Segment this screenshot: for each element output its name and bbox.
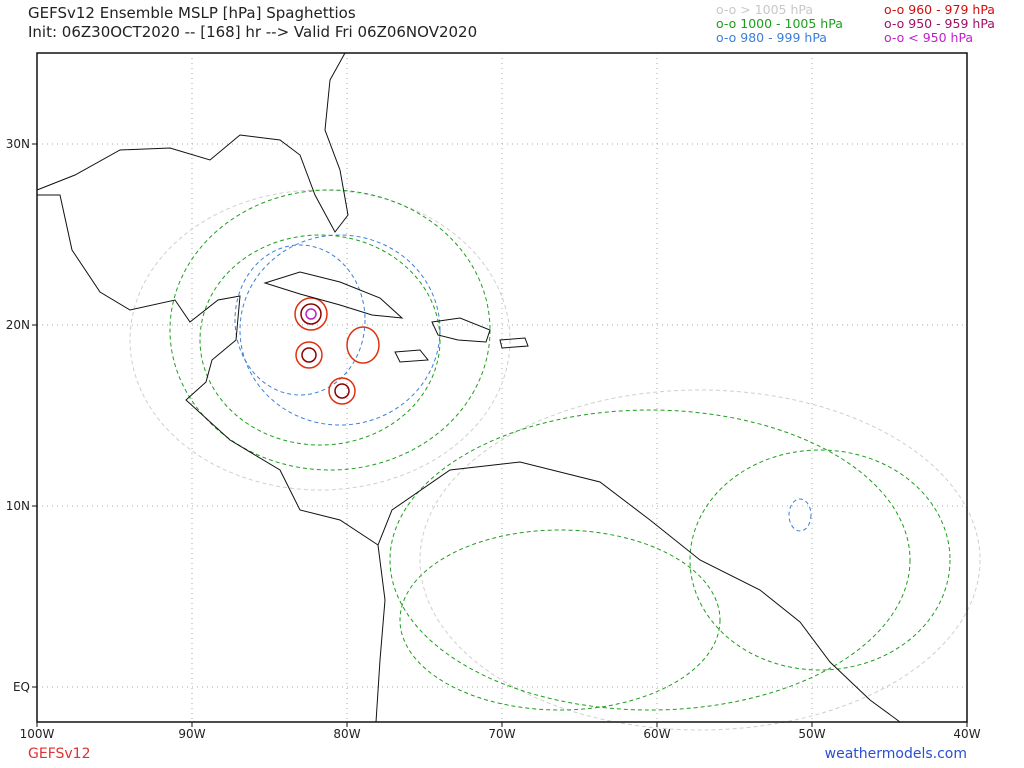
- y-tick-label: 30N: [6, 137, 30, 151]
- x-tick-label: 80W: [333, 727, 360, 741]
- contour: [169, 189, 491, 471]
- legend-entry: o-o > 1005 hPa: [716, 2, 813, 17]
- footer-site: weathermodels.com: [825, 746, 967, 762]
- island: [394, 349, 429, 363]
- contour: [419, 389, 981, 731]
- contour: [788, 498, 812, 532]
- x-tick-label: 50W: [798, 727, 825, 741]
- init-line: Init: 06Z30OCT2020 -- [168] hr --> Valid…: [28, 23, 477, 41]
- coast: [377, 461, 901, 723]
- island: [431, 317, 491, 343]
- x-tick-label: 60W: [643, 727, 670, 741]
- island: [499, 337, 529, 349]
- low-ring: [295, 341, 323, 369]
- contour: [239, 234, 441, 426]
- island: [263, 271, 404, 319]
- title: GEFSv12 Ensemble MSLP [hPa] Spaghettios: [28, 4, 356, 22]
- contour: [199, 234, 441, 446]
- contour: [129, 189, 511, 491]
- contour: [399, 529, 721, 711]
- contours: [129, 189, 981, 731]
- legend-entry: o-o 950 - 959 hPa: [884, 16, 995, 31]
- coastlines: [36, 52, 901, 723]
- contour: [389, 409, 911, 711]
- x-tick-label: 100W: [20, 727, 55, 741]
- low-ring: [334, 383, 350, 399]
- low-ring: [305, 308, 317, 320]
- y-tick-label: 20N: [6, 318, 30, 332]
- low-ring: [301, 347, 317, 363]
- low-ring: [300, 303, 322, 325]
- legend-entry: o-o 1000 - 1005 hPa: [716, 16, 843, 31]
- legend-entry: o-o 960 - 979 hPa: [884, 2, 995, 17]
- legend-entry: o-o 980 - 999 hPa: [716, 30, 827, 45]
- legend-entry: o-o < 950 hPa: [884, 30, 973, 45]
- y-tick-label: EQ: [13, 680, 30, 694]
- low-ring: [294, 297, 328, 331]
- contour: [234, 244, 366, 396]
- low-ring: [328, 377, 356, 405]
- footer-model: GEFSv12: [28, 746, 91, 762]
- coast: [37, 194, 386, 723]
- x-tick-label: 70W: [488, 727, 515, 741]
- y-tick-label: 10N: [6, 499, 30, 513]
- grid: 100W 90W 80W 70W 60W 50W 40W 30N 20N 10N EQ: [6, 53, 981, 741]
- coast: [36, 52, 349, 233]
- x-tick-label: 90W: [178, 727, 205, 741]
- x-tick-label: 40W: [953, 727, 980, 741]
- contour: [689, 449, 951, 671]
- low-ring: [346, 326, 380, 364]
- map-frame: [36, 52, 968, 723]
